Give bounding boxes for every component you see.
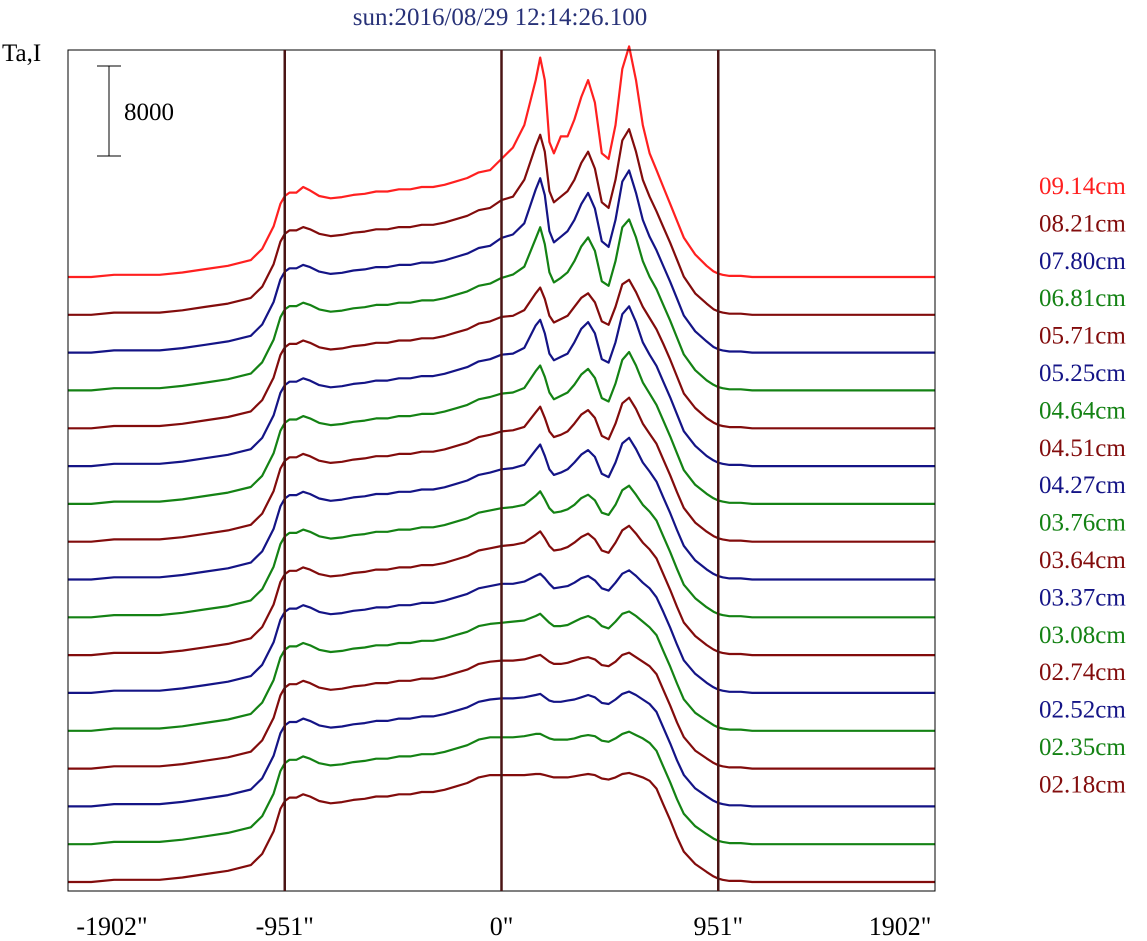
series-line bbox=[68, 305, 935, 468]
series-line bbox=[68, 128, 935, 316]
x-tick-label: 0" bbox=[490, 912, 514, 941]
legend-entry: 08.21cm bbox=[1039, 210, 1126, 237]
legend-entry: 09.14cm bbox=[1039, 173, 1126, 200]
chart-title: sun:2016/08/29 12:14:26.100 bbox=[352, 4, 648, 31]
series-line bbox=[68, 524, 935, 657]
legend-entry: 03.08cm bbox=[1039, 622, 1126, 649]
legend-entry: 06.81cm bbox=[1039, 285, 1126, 312]
scale-bar-label: 8000 bbox=[124, 99, 174, 126]
legend-entry: 03.76cm bbox=[1039, 510, 1126, 537]
series-line bbox=[68, 278, 935, 430]
x-tick-labels: -1902" -951" 0" 951" 1902" bbox=[76, 912, 931, 941]
series-line bbox=[68, 436, 935, 581]
reference-lines bbox=[283, 50, 720, 891]
legend-entry: 04.64cm bbox=[1039, 397, 1126, 424]
legend-entry: 04.51cm bbox=[1039, 435, 1126, 462]
x-tick-label: -951" bbox=[256, 912, 314, 941]
y-axis-label: Ta,I bbox=[2, 40, 42, 67]
series-line bbox=[68, 771, 935, 884]
legend-entry: 02.18cm bbox=[1039, 771, 1126, 798]
series-line bbox=[68, 610, 935, 732]
series-line bbox=[68, 690, 935, 808]
x-tick-label: -1902" bbox=[76, 912, 147, 941]
series-line bbox=[68, 169, 935, 354]
legend-entry: 05.71cm bbox=[1039, 323, 1126, 350]
series-line bbox=[68, 45, 935, 279]
legend-entry: 05.25cm bbox=[1039, 360, 1126, 387]
x-tick-label: 951" bbox=[693, 912, 743, 941]
series-line bbox=[68, 350, 935, 505]
series-lines bbox=[68, 45, 935, 884]
legend-entry: 03.64cm bbox=[1039, 547, 1126, 574]
series-line bbox=[68, 484, 935, 619]
legend-entry: 02.52cm bbox=[1039, 697, 1126, 724]
series-line bbox=[68, 218, 935, 392]
scale-bar: 8000 bbox=[97, 65, 174, 157]
legend: 09.14cm 08.21cm 07.80cm 06.81cm 05.71cm 05.25… bbox=[1039, 173, 1126, 798]
legend-entry: 03.37cm bbox=[1039, 584, 1126, 611]
legend-entry: 02.35cm bbox=[1039, 734, 1126, 761]
legend-entry: 07.80cm bbox=[1039, 248, 1126, 275]
series-line bbox=[68, 396, 935, 543]
series-line bbox=[68, 730, 935, 846]
series-line bbox=[68, 569, 935, 695]
legend-entry: 02.74cm bbox=[1039, 659, 1126, 686]
series-line bbox=[68, 651, 935, 770]
x-tick-label: 1902" bbox=[869, 912, 932, 941]
legend-entry: 04.27cm bbox=[1039, 472, 1126, 499]
